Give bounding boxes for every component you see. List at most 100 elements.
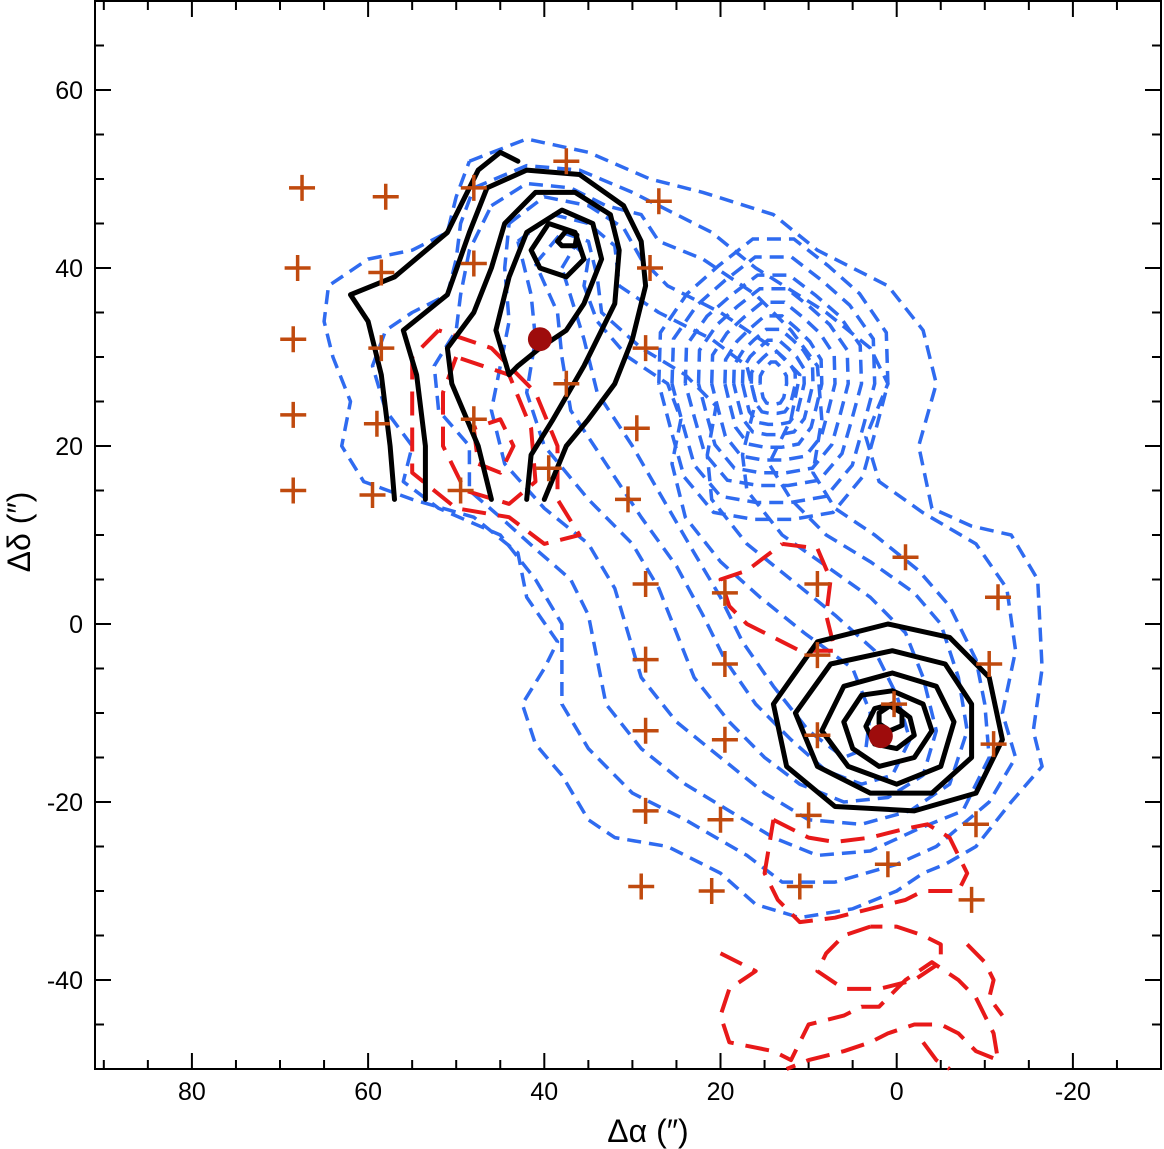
plus-marker (289, 174, 316, 201)
plus-markers (280, 148, 1012, 913)
blue-contour (432, 181, 991, 858)
plus-marker (632, 646, 659, 673)
blue-contour (370, 163, 1018, 884)
y-axis-title: Δδ (″) (1, 492, 37, 573)
plus-marker (698, 878, 725, 904)
x-tick-label: 60 (354, 1078, 382, 1106)
plus-marker (280, 326, 307, 353)
plus-marker (645, 188, 672, 215)
x-tick-label: -20 (1055, 1078, 1091, 1106)
plus-marker (707, 806, 734, 833)
plus-marker (892, 544, 919, 571)
plus-marker (711, 726, 738, 753)
black-solid-contours (348, 149, 1005, 814)
red-contour (921, 1041, 951, 1071)
black-contour (555, 228, 580, 249)
red-contour (718, 951, 1000, 1071)
plus-marker (804, 570, 831, 597)
plus-marker (368, 259, 395, 286)
plus-marker (553, 370, 580, 397)
red-contour (965, 942, 1005, 1017)
plus-marker (280, 401, 307, 428)
y-tick-labels: 60 40 20 0 -20 -40 (47, 77, 83, 995)
black-contour (348, 149, 521, 502)
plus-marker (632, 335, 659, 362)
y-tick-label: -40 (47, 967, 83, 995)
red-contour (441, 355, 538, 506)
black-contour (400, 167, 649, 502)
axis-ticks (95, 0, 1162, 1070)
plus-marker (958, 886, 985, 913)
y-tick-label: -20 (47, 789, 83, 817)
black-contour (528, 221, 587, 280)
x-tick-label: 20 (707, 1078, 735, 1106)
blue-contour (533, 230, 912, 786)
plus-marker (881, 691, 908, 718)
red-contour (471, 417, 516, 475)
blue-contour (489, 195, 969, 827)
plus-marker (637, 255, 664, 281)
plot-frame (94, 0, 1162, 1070)
x-tick-label: 0 (890, 1078, 904, 1106)
plus-marker (368, 335, 395, 362)
red-contour (762, 818, 970, 925)
red-dashed-contours (410, 328, 1005, 1071)
red-contour (410, 328, 582, 546)
source-dot (527, 327, 552, 352)
x-tick-label: 80 (178, 1078, 206, 1106)
x-tick-label: 40 (530, 1078, 558, 1106)
plus-marker (280, 477, 307, 504)
plus-marker (786, 873, 813, 900)
source-dots (527, 327, 893, 749)
black-contour (493, 207, 605, 378)
plus-marker (615, 486, 641, 513)
blue-contour (560, 244, 873, 760)
plus-marker (804, 722, 831, 749)
plus-marker (804, 642, 831, 669)
plus-marker (628, 873, 655, 900)
plus-marker (962, 811, 989, 838)
blue-contour (322, 137, 1044, 920)
plus-marker (460, 250, 487, 277)
plus-marker (980, 731, 1007, 758)
x-tick-labels: 80 60 40 20 0 -20 (178, 1078, 1091, 1106)
blue-contour-ring (670, 255, 877, 505)
plus-marker (363, 410, 390, 437)
plus-marker (795, 802, 822, 829)
blue-contour-ring (758, 360, 789, 406)
plus-marker (372, 183, 399, 210)
plus-marker (460, 406, 487, 433)
y-tick-label: 60 (55, 77, 83, 105)
y-tick-label: 0 (69, 611, 83, 639)
blue-contour-ring (683, 273, 864, 488)
blue-contour-ring (740, 338, 806, 427)
plus-marker (711, 651, 738, 678)
blue-dashed-contours (322, 137, 1044, 920)
plus-marker (623, 415, 650, 442)
red-contour (815, 924, 943, 991)
plus-marker (447, 477, 474, 504)
blue-contour-ring (657, 237, 890, 522)
blue-contour-ring (709, 300, 837, 462)
plus-marker (460, 174, 487, 201)
black-contour (792, 648, 975, 796)
plus-marker (359, 481, 386, 508)
blue-contour-ring (749, 350, 798, 416)
blue-contour-ring (731, 327, 815, 437)
black-contour (819, 670, 957, 787)
y-tick-label: 40 (55, 255, 83, 283)
blue-contour-ring (723, 314, 824, 450)
red-contour (718, 541, 837, 653)
x-axis-title: Δα (″) (607, 1113, 688, 1149)
plus-marker (284, 255, 311, 281)
plus-marker (535, 455, 562, 482)
plus-marker (985, 584, 1012, 611)
black-contour (841, 688, 935, 769)
black-contour (444, 189, 622, 502)
blue-contour (516, 212, 939, 804)
plus-marker (632, 570, 659, 597)
plus-marker (553, 148, 580, 175)
blue-contour-ring (696, 286, 850, 475)
plus-marker (874, 851, 901, 878)
